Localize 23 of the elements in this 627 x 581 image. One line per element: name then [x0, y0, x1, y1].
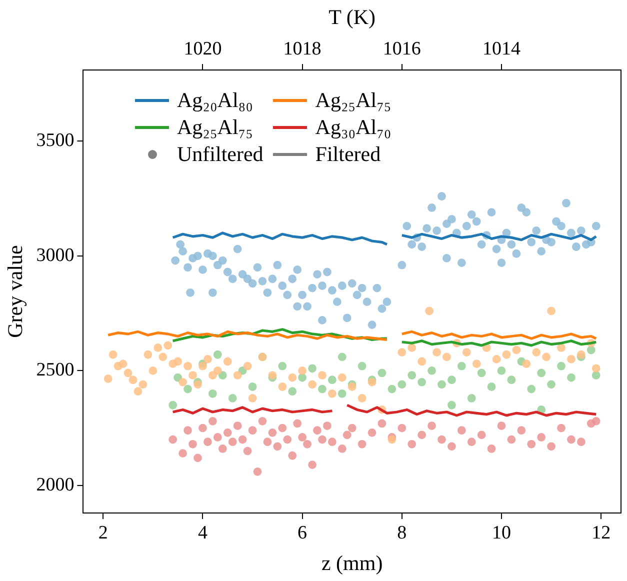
x-tick-label: 8 — [397, 522, 407, 544]
y-tick-label: 3500 — [36, 130, 74, 152]
x2-axis-title: T (K) — [328, 5, 376, 30]
legend-label: Ag₂₀Al₈₀ — [177, 88, 253, 113]
x2-tick-label: 1016 — [382, 38, 421, 60]
legend-label: Ag₂₅Al₇₅ — [315, 88, 392, 113]
x2-tick-label: 1020 — [184, 38, 222, 60]
x-tick-label: 4 — [198, 522, 208, 544]
x-tick-label: 10 — [492, 522, 511, 544]
y-tick-label: 2500 — [36, 360, 74, 381]
x-axis-title: z (mm) — [321, 550, 383, 575]
x-tick-label: 2 — [98, 522, 108, 544]
x-tick-label: 6 — [298, 522, 308, 544]
legend-label: Unfiltered — [177, 142, 264, 167]
x2-tick-label: 1014 — [482, 38, 521, 60]
y-tick-label: 2000 — [36, 474, 74, 496]
legend-label: Ag₃₀Al₇₀ — [315, 115, 392, 140]
legend-label: Filtered — [315, 142, 381, 167]
y-tick-label: 3000 — [36, 244, 74, 266]
x-tick-label: 12 — [592, 522, 611, 544]
legend-label: Ag₂₅Al₇₅ — [177, 115, 253, 140]
y-axis-title: Grey value — [3, 245, 28, 338]
x2-tick-label: 1018 — [283, 38, 322, 60]
